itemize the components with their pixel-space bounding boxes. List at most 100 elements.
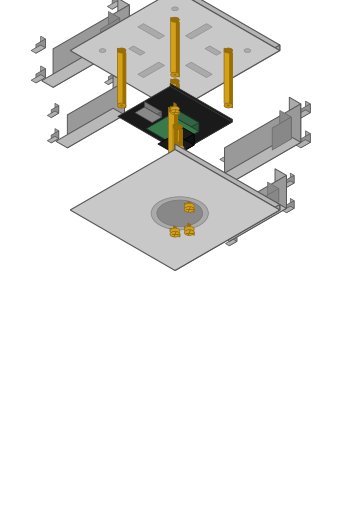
- Ellipse shape: [174, 136, 176, 137]
- Polygon shape: [118, 0, 129, 44]
- Polygon shape: [223, 35, 232, 44]
- Polygon shape: [113, 75, 125, 115]
- Polygon shape: [182, 4, 191, 12]
- Ellipse shape: [201, 10, 216, 19]
- Polygon shape: [31, 45, 46, 53]
- Polygon shape: [289, 97, 301, 142]
- Polygon shape: [233, 231, 237, 241]
- Polygon shape: [47, 111, 59, 118]
- Polygon shape: [41, 66, 46, 77]
- Polygon shape: [184, 226, 194, 236]
- Polygon shape: [41, 36, 46, 48]
- Polygon shape: [168, 107, 178, 175]
- Ellipse shape: [218, 28, 233, 37]
- Ellipse shape: [120, 104, 123, 106]
- Polygon shape: [36, 39, 46, 53]
- Polygon shape: [272, 117, 291, 150]
- Polygon shape: [117, 22, 122, 33]
- Ellipse shape: [174, 74, 176, 76]
- Ellipse shape: [99, 49, 106, 53]
- Polygon shape: [186, 62, 212, 77]
- Polygon shape: [105, 103, 116, 110]
- Polygon shape: [51, 131, 59, 143]
- Ellipse shape: [117, 103, 126, 108]
- Polygon shape: [225, 178, 234, 192]
- Polygon shape: [176, 20, 179, 77]
- Polygon shape: [218, 22, 227, 30]
- Polygon shape: [213, 136, 301, 186]
- Polygon shape: [67, 82, 125, 148]
- Polygon shape: [177, 134, 194, 155]
- Polygon shape: [301, 104, 310, 118]
- Polygon shape: [112, 96, 116, 105]
- Polygon shape: [306, 101, 310, 113]
- Polygon shape: [112, 70, 116, 80]
- Polygon shape: [283, 206, 294, 213]
- Ellipse shape: [168, 170, 178, 175]
- Polygon shape: [229, 175, 234, 186]
- Polygon shape: [233, 206, 237, 216]
- Ellipse shape: [172, 250, 178, 254]
- Polygon shape: [186, 222, 212, 237]
- Ellipse shape: [117, 48, 126, 53]
- Polygon shape: [171, 106, 179, 115]
- Polygon shape: [186, 183, 212, 199]
- Polygon shape: [186, 24, 212, 39]
- Polygon shape: [138, 62, 164, 77]
- Polygon shape: [47, 136, 59, 143]
- Polygon shape: [218, 202, 286, 241]
- Polygon shape: [180, 119, 232, 152]
- Polygon shape: [225, 148, 234, 162]
- Polygon shape: [221, 20, 224, 25]
- Polygon shape: [185, 3, 188, 7]
- Polygon shape: [296, 110, 310, 118]
- Polygon shape: [170, 106, 199, 132]
- Polygon shape: [280, 111, 291, 139]
- Ellipse shape: [201, 16, 216, 25]
- Ellipse shape: [244, 49, 251, 53]
- Polygon shape: [105, 78, 116, 84]
- Ellipse shape: [224, 103, 233, 108]
- Polygon shape: [175, 145, 184, 154]
- Ellipse shape: [171, 72, 179, 77]
- Ellipse shape: [184, 230, 194, 236]
- Ellipse shape: [184, 203, 194, 209]
- Ellipse shape: [171, 110, 179, 115]
- Polygon shape: [220, 154, 234, 162]
- Polygon shape: [53, 5, 129, 88]
- Ellipse shape: [171, 134, 179, 139]
- Polygon shape: [117, 48, 126, 108]
- Polygon shape: [267, 182, 279, 202]
- Polygon shape: [171, 17, 179, 77]
- Ellipse shape: [244, 208, 251, 212]
- Polygon shape: [51, 105, 59, 118]
- Polygon shape: [184, 203, 194, 212]
- Polygon shape: [286, 201, 294, 213]
- Polygon shape: [275, 169, 286, 208]
- Polygon shape: [112, 25, 122, 39]
- Polygon shape: [129, 46, 145, 55]
- Polygon shape: [225, 239, 237, 246]
- Ellipse shape: [173, 124, 183, 130]
- Polygon shape: [175, 123, 194, 145]
- Polygon shape: [138, 222, 164, 237]
- Polygon shape: [229, 145, 234, 157]
- Polygon shape: [117, 0, 122, 4]
- Polygon shape: [175, 204, 280, 270]
- Ellipse shape: [223, 38, 232, 44]
- Ellipse shape: [184, 206, 194, 212]
- Polygon shape: [175, 144, 280, 210]
- Ellipse shape: [175, 148, 184, 154]
- Polygon shape: [301, 134, 310, 148]
- Ellipse shape: [218, 22, 227, 27]
- Ellipse shape: [175, 145, 184, 151]
- Polygon shape: [70, 150, 280, 270]
- Ellipse shape: [99, 208, 106, 212]
- Ellipse shape: [176, 189, 180, 190]
- Ellipse shape: [182, 7, 191, 12]
- Ellipse shape: [223, 35, 232, 40]
- Polygon shape: [135, 107, 162, 122]
- Polygon shape: [225, 104, 301, 186]
- Polygon shape: [290, 173, 294, 183]
- Ellipse shape: [172, 166, 178, 170]
